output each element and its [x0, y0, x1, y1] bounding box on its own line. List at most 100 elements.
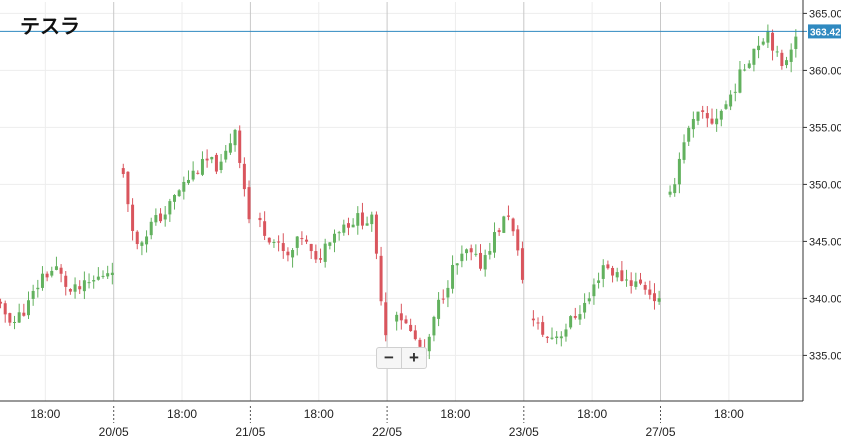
candle-body — [0, 301, 3, 304]
candle-body — [789, 49, 793, 62]
candle-body — [228, 143, 232, 153]
candle-body — [488, 251, 492, 255]
candle-body — [13, 322, 17, 324]
candle-body — [159, 213, 163, 222]
candle-body — [606, 264, 610, 269]
candle-body — [668, 191, 672, 195]
candle-body — [36, 287, 40, 290]
candle-body — [757, 45, 761, 51]
candle-body — [101, 275, 105, 277]
candle-body — [309, 243, 313, 252]
y-tick-label: 350.00 — [809, 179, 841, 191]
candle-body — [761, 41, 765, 45]
candle-body — [469, 248, 473, 253]
candle-body — [337, 232, 341, 234]
candle-body — [710, 118, 714, 124]
candle-body — [492, 232, 496, 253]
candle-body — [752, 48, 756, 65]
candle-body — [541, 322, 545, 335]
candle-body — [564, 329, 568, 337]
candle-body — [648, 289, 652, 295]
candle-body — [346, 223, 350, 228]
candle-body — [399, 313, 403, 321]
candle-body — [277, 241, 281, 243]
candle-body — [506, 215, 510, 217]
candle-body — [22, 312, 26, 316]
candle-body — [40, 273, 44, 288]
candle-body — [135, 231, 139, 245]
candle-body — [677, 158, 681, 185]
candle-body — [126, 171, 130, 205]
candle-body — [687, 127, 691, 142]
y-tick-label: 340.00 — [809, 293, 841, 305]
candle-body — [724, 104, 728, 109]
y-tick-label: 360.00 — [809, 65, 841, 77]
candle-body — [247, 187, 251, 220]
candle-body — [395, 314, 399, 322]
candle-body — [319, 258, 323, 260]
candle-body — [601, 265, 605, 279]
x-tick-label: 20/05 — [99, 425, 129, 439]
candle-body — [173, 194, 177, 202]
current-price-label: 363.42 — [810, 27, 841, 38]
candle-body — [281, 243, 285, 252]
candle-body — [200, 158, 204, 175]
candle-body — [701, 110, 705, 112]
candle-body — [441, 298, 445, 300]
candle-body — [258, 217, 262, 221]
candle-body — [682, 142, 686, 160]
candle-body — [272, 241, 276, 243]
candle-body — [54, 266, 58, 270]
candle-body — [177, 190, 181, 197]
candle-body — [145, 236, 149, 245]
candle-body — [323, 243, 327, 262]
candle-body — [205, 158, 209, 161]
candle-body — [332, 233, 336, 243]
candle-body — [785, 60, 789, 66]
candle-body — [738, 69, 742, 93]
x-tick-label: 18:00 — [30, 407, 60, 421]
zoom-in-button[interactable]: + — [401, 348, 426, 368]
candle-body — [497, 230, 501, 233]
candle-body — [771, 32, 775, 51]
candle-body — [413, 330, 417, 340]
candle-body — [342, 224, 346, 233]
candle-body — [64, 275, 68, 287]
x-tick-label: 22/05 — [372, 425, 402, 439]
candle-body — [384, 302, 388, 336]
candle-body — [8, 313, 12, 323]
candle-body — [370, 214, 374, 225]
candle-body — [149, 221, 153, 236]
x-tick-label: 18:00 — [714, 407, 744, 421]
candle-body — [569, 316, 573, 328]
candle-body — [214, 154, 218, 172]
candle-body — [673, 184, 677, 194]
candle-body — [427, 336, 431, 352]
candle-body — [587, 298, 591, 302]
candle-body — [639, 279, 643, 284]
candle-body — [516, 229, 520, 251]
candle-body — [629, 280, 633, 286]
candle-body — [715, 118, 719, 125]
candle-body — [620, 270, 624, 282]
candle-body — [404, 319, 408, 324]
candle-body — [17, 312, 21, 323]
candle-body — [483, 255, 487, 270]
x-tick-label: 18:00 — [167, 407, 197, 421]
candle-body — [531, 318, 535, 321]
candle-body — [465, 249, 469, 254]
candle-body — [168, 201, 172, 215]
candle-body — [479, 252, 483, 269]
candle-body — [31, 290, 35, 299]
candle-body — [50, 270, 54, 276]
candle-body — [82, 280, 86, 292]
x-tick-label: 18:00 — [577, 407, 607, 421]
candle-body — [460, 253, 464, 262]
candle-body — [238, 130, 242, 163]
candle-body — [652, 293, 656, 302]
candle-body — [224, 150, 228, 160]
x-tick-label: 23/05 — [509, 425, 539, 439]
zoom-out-button[interactable]: − — [384, 348, 394, 367]
candle-body — [3, 303, 7, 315]
